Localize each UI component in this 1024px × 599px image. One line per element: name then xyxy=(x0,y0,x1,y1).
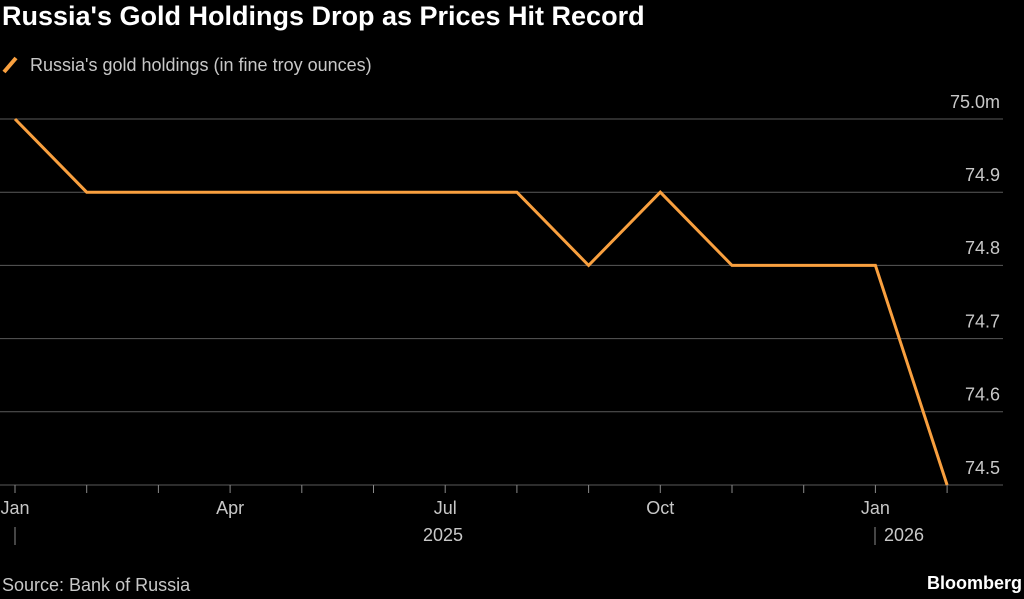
x-tick-label: Apr xyxy=(216,498,244,518)
x-tick-label: Jul xyxy=(434,498,457,518)
x-tick-label: Jan xyxy=(861,498,890,518)
y-tick-label: 74.9 xyxy=(965,165,1000,185)
year-label: 2025 xyxy=(423,525,463,545)
y-tick-label: 74.8 xyxy=(965,238,1000,258)
legend-label: Russia's gold holdings (in fine troy oun… xyxy=(30,55,372,75)
year-label: 2026 xyxy=(884,525,924,545)
x-tick-label: Oct xyxy=(646,498,674,518)
y-tick-label: 75.0m xyxy=(950,92,1000,112)
data-line xyxy=(13,117,949,486)
brand: Bloomberg xyxy=(927,573,1022,593)
legend-swatch xyxy=(2,56,18,74)
x-tick-label: Jan xyxy=(0,498,29,518)
y-tick-label: 74.6 xyxy=(965,385,1000,405)
y-tick-label: 74.5 xyxy=(965,458,1000,478)
source: Source: Bank of Russia xyxy=(2,575,191,595)
y-tick-label: 74.7 xyxy=(965,311,1000,331)
chart-title: Russia's Gold Holdings Drop as Prices Hi… xyxy=(2,1,645,31)
